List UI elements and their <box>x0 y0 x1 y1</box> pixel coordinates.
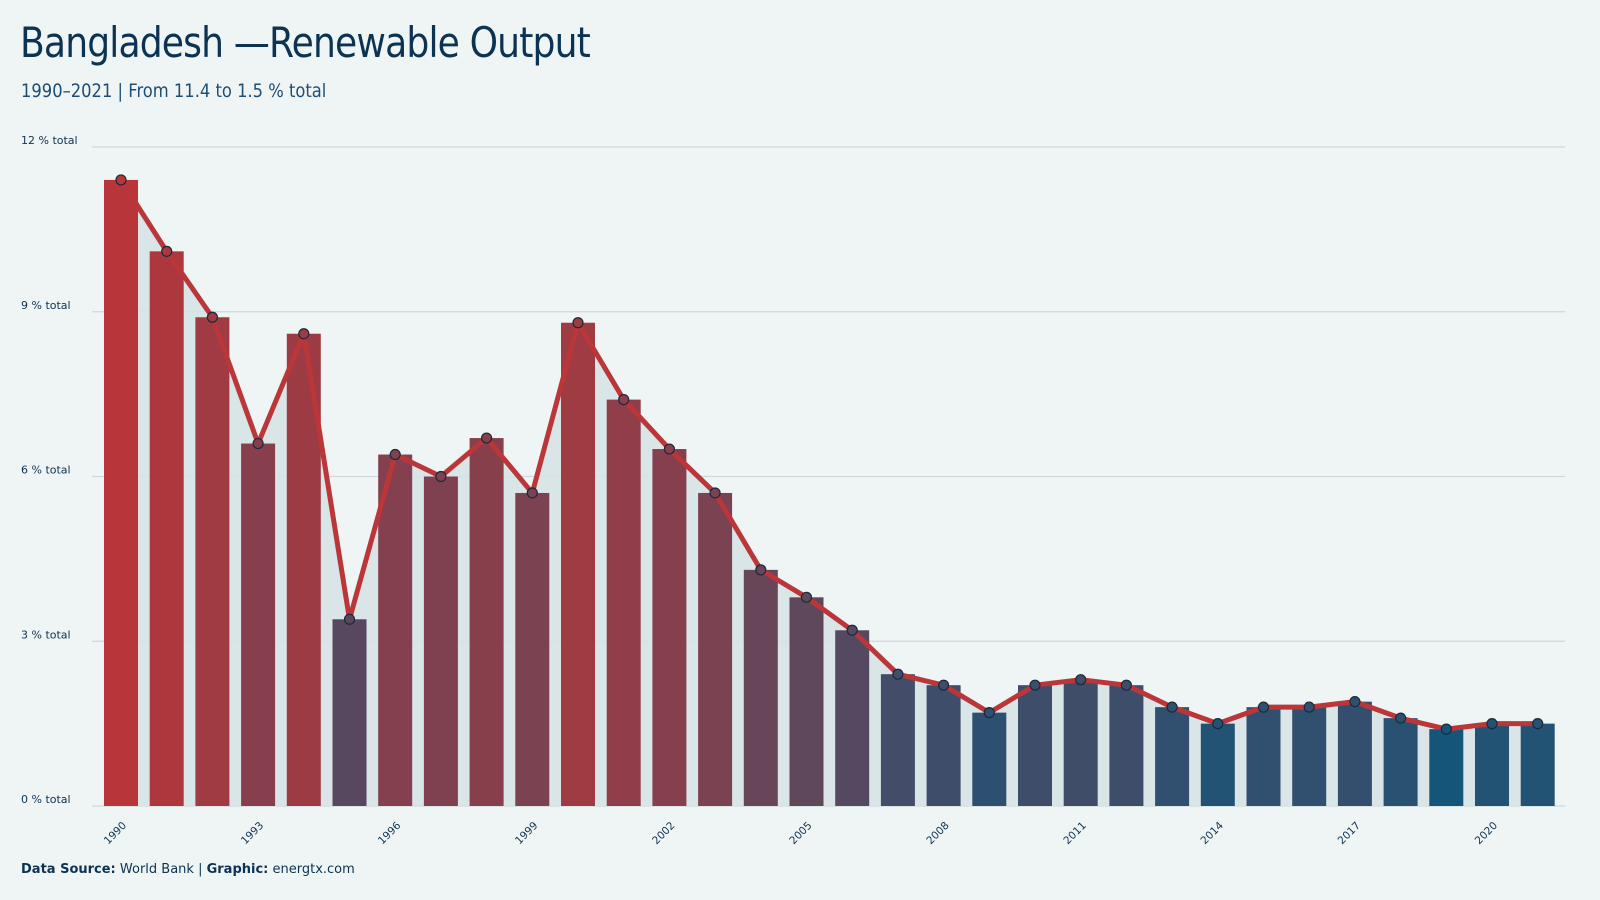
bar-2007 <box>880 674 915 806</box>
y-axis-ticks: 0 % total 3 % total 6 % total 9 % total 12 %… <box>21 134 78 806</box>
point-1995 <box>343 613 356 625</box>
bar-2009 <box>972 712 1007 806</box>
bar-2012 <box>1109 685 1144 806</box>
graphic-label: Graphic: <box>206 862 269 877</box>
footer-credits: Data Source: World Bank | Graphic: energ… <box>21 862 355 877</box>
chart-subtitle: 1990–2021 | From 11.4 to 1.5 % total <box>21 80 327 102</box>
point-2009 <box>983 707 995 719</box>
point-2002 <box>663 443 676 455</box>
x-tick-label: 2014 <box>1199 819 1227 847</box>
point-2000 <box>572 317 584 329</box>
point-2006 <box>846 624 858 636</box>
line-points <box>115 174 1544 735</box>
x-tick-label: 1999 <box>513 820 540 847</box>
x-tick-label: 2011 <box>1061 820 1088 847</box>
bar-2013 <box>1155 707 1190 806</box>
bar-2001 <box>606 399 641 806</box>
trend-line <box>118 177 1541 732</box>
bar-2016 <box>1292 707 1327 806</box>
bar-2018 <box>1383 718 1418 806</box>
point-1996 <box>389 448 401 461</box>
bar-1999 <box>515 492 550 806</box>
y-tick-label: 12 % total <box>21 134 78 147</box>
point-2012 <box>1120 679 1133 691</box>
point-2011 <box>1075 674 1087 686</box>
x-axis-ticks: 1990 1993 1996 1999 2002 2005 2008 2011 2014 2017… <box>102 819 1500 847</box>
point-2015 <box>1257 701 1270 713</box>
bar-1995 <box>332 619 367 806</box>
bar-2010 <box>1018 685 1052 806</box>
bar-2003 <box>698 492 733 806</box>
point-2017 <box>1349 696 1361 708</box>
bar-2000 <box>561 322 595 806</box>
y-tick-label: 0 % total <box>21 793 71 806</box>
point-1991 <box>161 245 173 257</box>
bar-2006 <box>835 630 870 806</box>
point-2019 <box>1440 723 1452 735</box>
x-tick-label: 2017 <box>1336 820 1363 847</box>
x-tick-label: 1993 <box>239 820 266 847</box>
x-tick-label: 2002 <box>650 820 677 847</box>
x-tick-label: 2005 <box>787 820 814 847</box>
bar-2011 <box>1063 679 1098 806</box>
bar-1997 <box>423 476 458 806</box>
bar-2015 <box>1246 707 1281 806</box>
bar-1990 <box>104 179 138 806</box>
bar-2019 <box>1429 729 1464 806</box>
graphic-value: energtx.com <box>268 862 355 877</box>
point-2020 <box>1486 718 1498 730</box>
point-1992 <box>206 311 218 323</box>
point-2016 <box>1303 701 1315 713</box>
bar-2020 <box>1475 723 1509 806</box>
point-2010 <box>1029 679 1041 691</box>
point-2014 <box>1212 718 1224 730</box>
point-1994 <box>298 328 310 340</box>
bar-2008 <box>926 685 961 806</box>
point-2003 <box>709 487 721 499</box>
point-1997 <box>435 470 447 483</box>
x-tick-label: 1990 <box>102 820 129 847</box>
point-2018 <box>1394 712 1407 724</box>
x-tick-label: 2020 <box>1473 820 1500 847</box>
y-tick-label: 9 % total <box>21 299 71 312</box>
bar-2014 <box>1200 723 1235 806</box>
point-1999 <box>526 487 538 499</box>
x-tick-label: 1996 <box>376 819 404 847</box>
bar-1998 <box>469 438 504 806</box>
point-2005 <box>800 591 813 603</box>
source-value: World Bank | <box>115 862 207 877</box>
bar-2005 <box>789 597 824 806</box>
point-2021 <box>1532 718 1544 730</box>
bar-1993 <box>241 443 276 806</box>
bar-1992 <box>195 317 230 806</box>
source-label: Data Source: <box>21 862 116 877</box>
chart-title: Bangladesh —Renewable Output <box>20 18 591 67</box>
point-2001 <box>618 394 630 406</box>
bar-2004 <box>743 569 778 806</box>
y-tick-label: 3 % total <box>21 628 71 641</box>
y-tick-label: 6 % total <box>21 464 71 477</box>
point-2013 <box>1166 701 1178 713</box>
bar-2002 <box>652 449 687 806</box>
bars <box>104 179 1555 806</box>
bar-2021 <box>1520 723 1555 806</box>
point-1993 <box>252 437 264 450</box>
bar-1991 <box>149 251 184 806</box>
point-2004 <box>755 564 767 576</box>
trend-line-path <box>118 177 1541 732</box>
bar-1996 <box>378 454 413 806</box>
x-tick-label: 2008 <box>924 820 951 847</box>
bar-2017 <box>1337 701 1372 806</box>
point-1998 <box>481 432 493 444</box>
point-2007 <box>892 668 904 680</box>
point-2008 <box>937 679 950 691</box>
point-1990 <box>115 174 127 186</box>
